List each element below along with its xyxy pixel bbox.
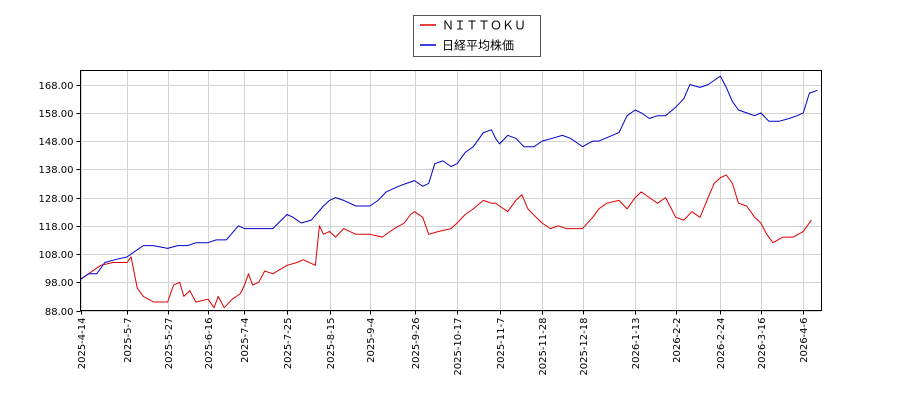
x-tick-label: 2025-11-28: [538, 318, 549, 376]
legend-label-nittoku: ＮＩＴＴＯＫＵ: [442, 19, 526, 33]
y-tick-label: 98.00: [45, 278, 74, 289]
grid: [80, 70, 822, 312]
x-tick-label: 2025-5-27: [164, 318, 175, 370]
y-tick-label: 128.00: [39, 194, 74, 205]
x-tick-label: 2025-10-17: [453, 318, 464, 376]
y-axis: 88.00 98.00 108.00 118.00 128.00 138.00 148.00…: [39, 81, 81, 318]
series-line-nikkei: [80, 75, 818, 280]
legend-box: [413, 15, 541, 57]
x-tick-label: 2025-6-16: [204, 318, 215, 370]
y-tick-label: 88.00: [45, 307, 74, 318]
legend-label-nikkei: 日経平均株価: [442, 38, 514, 53]
x-tick-label: 2026-2-2: [672, 318, 683, 363]
x-tick-label: 2026-3-16: [757, 318, 768, 370]
legend: ＮＩＴＴＯＫＵ 日経平均株価: [413, 15, 541, 57]
x-tick-label: 2025-7-25: [283, 318, 294, 370]
x-tick-label: 2026-2-24: [716, 318, 727, 370]
y-tick-label: 168.00: [39, 81, 74, 92]
x-axis: 2025-4-14 2025-5-7 2025-5-27 2025-6-16 2025-…: [77, 310, 810, 376]
x-tick-label: 2026-1-13: [631, 318, 642, 370]
x-tick-label: 2025-9-26: [411, 318, 422, 370]
plot-frame: [80, 70, 822, 311]
x-tick-label: 2025-5-7: [123, 318, 134, 363]
series-lines: [80, 75, 818, 309]
x-tick-label: 2025-11-7: [496, 318, 507, 370]
x-tick-label: 2025-4-14: [77, 318, 88, 370]
x-tick-label: 2025-7-4: [240, 318, 251, 363]
x-tick-label: 2025-9-4: [366, 318, 377, 363]
x-tick-label: 2025-8-15: [326, 318, 337, 370]
series-line-nittoku: [80, 174, 812, 309]
y-tick-label: 148.00: [39, 137, 74, 148]
y-tick-label: 158.00: [39, 109, 74, 120]
y-tick-label: 118.00: [39, 222, 74, 233]
x-tick-label: 2026-4-6: [799, 318, 810, 363]
x-tick-label: 2025-12-18: [579, 318, 590, 376]
y-tick-label: 138.00: [39, 165, 74, 176]
y-tick-label: 108.00: [39, 250, 74, 261]
